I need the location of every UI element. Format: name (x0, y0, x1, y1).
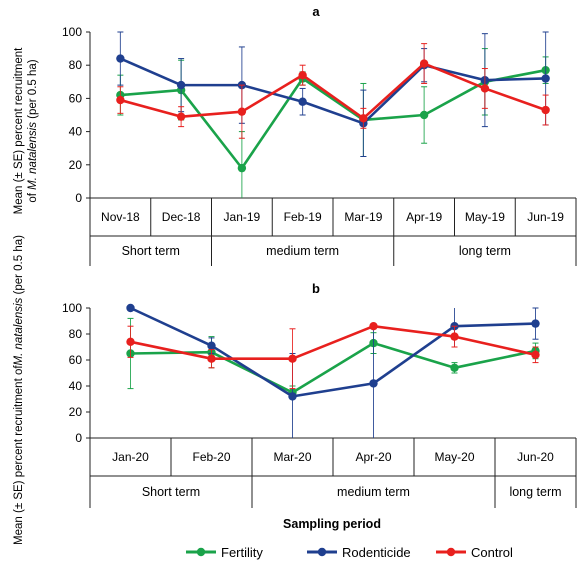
legend-item-control: Control (436, 545, 513, 560)
series-control (126, 322, 540, 390)
y-tick-label: 100 (62, 301, 82, 315)
series-control (116, 43, 550, 139)
y-axis-label-species: M. natalensis (13, 297, 25, 365)
series-line (120, 68, 546, 170)
x-axis-title: Sampling period (283, 517, 381, 531)
data-point (207, 354, 216, 363)
data-point (116, 54, 125, 63)
group-label: long term (509, 485, 561, 499)
series-line (130, 324, 536, 361)
y-tick-label: 80 (69, 58, 83, 72)
legend-item-fertility: Fertility (186, 545, 263, 560)
x-tick-label: Feb-20 (192, 450, 230, 464)
legend-swatch-marker (317, 547, 327, 557)
data-point (126, 337, 135, 346)
group-label: Short term (142, 485, 200, 499)
series-line (130, 341, 536, 394)
y-axis-label-line1: Mean (± SE) percent recruitment of (13, 365, 25, 545)
x-tick-label: Feb-19 (284, 210, 322, 224)
data-point (419, 59, 429, 68)
group-label: medium term (266, 244, 339, 258)
data-point (288, 354, 297, 363)
data-point (541, 74, 550, 83)
y-tick-label: 100 (62, 25, 82, 39)
data-point (369, 322, 378, 331)
panel-label: b (312, 281, 320, 296)
data-point (116, 95, 125, 105)
data-point (298, 97, 307, 106)
y-axis-label-species: M. natalensis (27, 122, 39, 190)
panel-b: b 0 20 40 60 80 100 Mean (± SE) percent recruit… (13, 235, 577, 545)
legend-item-rodenticide: Rodenticide (307, 545, 411, 560)
data-point (369, 379, 378, 388)
y-tick-label: 40 (69, 379, 83, 393)
y-axis-label-line1: Mean (± SE) percent recruitment (13, 47, 25, 215)
series-rodenticide (126, 303, 540, 438)
x-tick-label: Apr-20 (355, 450, 391, 464)
data-point (480, 84, 490, 93)
y-axis-label-line2-suffix: (per 0.5 ha) (27, 59, 39, 122)
x-tick-label: Jun-20 (517, 450, 554, 464)
group-label: Short term (122, 244, 180, 258)
data-point (359, 114, 368, 123)
legend-label: Rodenticide (342, 545, 411, 560)
y-axis-label-line2-prefix: of (27, 190, 39, 203)
y-tick-label: 60 (69, 353, 83, 367)
legend-swatch-marker (196, 547, 206, 557)
series-line (119, 57, 546, 125)
y-tick-label: 80 (69, 327, 83, 341)
data-point (126, 303, 135, 313)
legend-swatch-marker (446, 547, 456, 557)
data-point (288, 392, 297, 401)
data-point (419, 110, 429, 120)
legend-label: Control (471, 545, 513, 560)
x-tick-label: Mar-20 (273, 450, 311, 464)
x-tick-label: Jun-19 (527, 210, 564, 224)
data-point (541, 105, 550, 115)
x-tick-label: Jan-20 (112, 450, 149, 464)
panel-a: a 0 20 40 60 80 100 Mean (± SE) percent recruit… (13, 4, 577, 266)
y-tick-label: 0 (75, 431, 82, 445)
data-point (450, 332, 459, 341)
y-tick-label: 20 (69, 405, 83, 419)
data-point (176, 112, 186, 121)
data-point (237, 163, 247, 173)
series-fertility (126, 317, 540, 400)
data-point (450, 363, 459, 372)
legend: Fertility Rodenticide Control (186, 545, 513, 560)
y-axis-label: Mean (± SE) percent recruitment ofM. nat… (13, 235, 25, 545)
data-point (176, 80, 186, 90)
series-line (120, 62, 547, 120)
y-tick-label: 60 (69, 91, 83, 105)
data-point (298, 70, 307, 80)
data-point (531, 319, 540, 328)
group-label: medium term (337, 485, 410, 499)
x-tick-label: May-19 (465, 210, 505, 224)
series-line (129, 306, 536, 398)
x-tick-label: Jan-19 (224, 210, 261, 224)
data-point (531, 350, 540, 359)
y-axis-label: Mean (± SE) percent recruitment of M. nat… (13, 47, 39, 215)
x-tick-label: Dec-18 (162, 210, 201, 224)
y-axis-label-line2-suffix: (per 0.5 ha) (13, 235, 25, 298)
panel-label: a (312, 4, 320, 19)
y-tick-label: 0 (75, 191, 82, 205)
data-point (237, 107, 247, 116)
y-tick-label: 20 (69, 158, 83, 172)
data-point (207, 341, 216, 350)
legend-label: Fertility (221, 545, 263, 560)
x-tick-label: May-20 (434, 450, 474, 464)
group-label: long term (459, 244, 511, 258)
x-tick-label: Mar-19 (344, 210, 382, 224)
x-tick-label: Nov-18 (101, 210, 140, 224)
y-tick-label: 40 (69, 125, 83, 139)
x-tick-label: Apr-19 (406, 210, 442, 224)
